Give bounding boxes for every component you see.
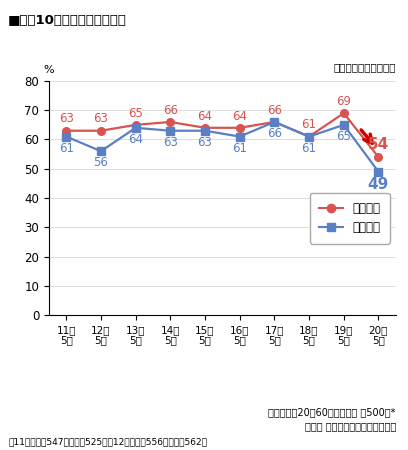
Text: （花王 生活者研究センター調べ）: （花王 生活者研究センター調べ） [304,422,396,432]
Text: 65: 65 [336,130,351,143]
Text: 56: 56 [93,157,109,170]
Text: ＊11年は女性547人、男性525人／12年は女性556人、男性562人: ＊11年は女性547人、男性525人／12年は女性556人、男性562人 [8,437,207,446]
Text: 61: 61 [59,142,74,155]
Text: 49: 49 [368,177,389,192]
Text: 64: 64 [128,133,143,146]
Text: 66: 66 [163,104,178,117]
Text: ■過去10年の暮らしの満足度: ■過去10年の暮らしの満足度 [8,14,127,27]
Legend: 既婚女性, 既婚男性: 既婚女性, 既婚男性 [310,193,390,243]
Text: 63: 63 [163,136,178,149]
Text: 65: 65 [128,107,143,120]
Text: かなり満足＋やや満足: かなり満足＋やや満足 [333,62,396,72]
Text: 66: 66 [267,104,282,117]
Text: 69: 69 [336,95,351,108]
Text: 63: 63 [197,136,213,149]
Text: 64: 64 [197,109,213,122]
Text: 61: 61 [232,142,247,155]
Text: 63: 63 [93,112,109,126]
Text: %: % [44,65,54,75]
Text: 63: 63 [59,112,74,126]
Text: 61: 61 [302,142,317,155]
Text: 首都圏在住20〜60代既婚男女 各500人*: 首都圏在住20〜60代既婚男女 各500人* [268,407,396,417]
Text: 64: 64 [232,109,247,122]
Text: 66: 66 [267,127,282,140]
Text: 61: 61 [302,118,317,131]
Text: 54: 54 [368,137,389,152]
